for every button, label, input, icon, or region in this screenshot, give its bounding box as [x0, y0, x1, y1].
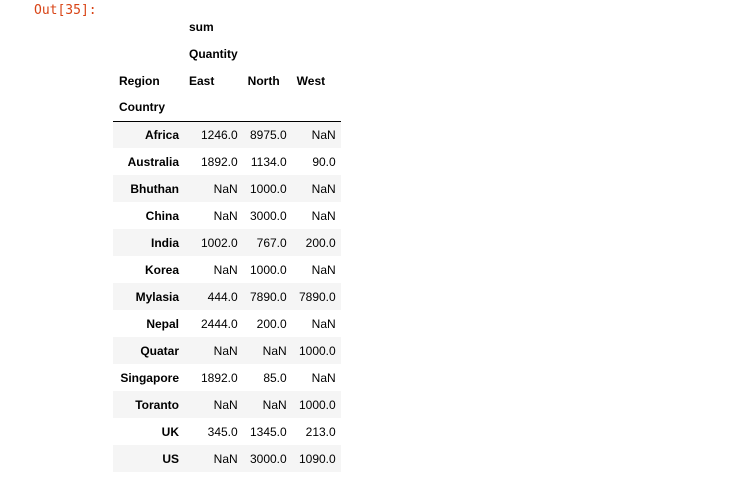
row-index-country: Korea [144, 262, 179, 277]
cell-east: 2444.0 [200, 316, 238, 331]
header-blank [184, 94, 243, 122]
row-index-country: US [162, 451, 179, 466]
cell-east: 1246.0 [200, 127, 238, 142]
dataframe-table: sum Quantity Region East North West Coun… [113, 13, 341, 472]
table-row: Africa 1246.0 8975.0 NaN [113, 121, 341, 148]
table-row: US NaN 3000.0 1090.0 [113, 445, 341, 472]
cell-north: 1000.0 [249, 262, 287, 277]
header-row-level1: Quantity [113, 40, 341, 67]
cell-west: NaN [311, 262, 336, 277]
cell-west: 7890.0 [298, 289, 336, 304]
cell-east: NaN [213, 181, 238, 196]
table-row: Mylasia 444.0 7890.0 7890.0 [113, 283, 341, 310]
header-row-index-name: Country [113, 94, 341, 122]
cell-east: NaN [213, 343, 238, 358]
cell-west: NaN [311, 208, 336, 223]
cell-north: 3000.0 [249, 208, 287, 223]
table-row: Korea NaN 1000.0 NaN [113, 256, 341, 283]
column-header-north: North [247, 73, 280, 88]
table-row: UK 345.0 1345.0 213.0 [113, 418, 341, 445]
header-blank [292, 40, 341, 67]
table-row: Toranto NaN NaN 1000.0 [113, 391, 341, 418]
cell-west: 200.0 [305, 235, 336, 250]
index-name-country: Country [113, 94, 184, 122]
cell-north: 1000.0 [249, 181, 287, 196]
row-index-country: Bhuthan [130, 181, 179, 196]
row-index-country: India [150, 235, 179, 250]
cell-west: 213.0 [305, 424, 336, 439]
table-row: China NaN 3000.0 NaN [113, 202, 341, 229]
header-blank [243, 13, 292, 40]
table-body: Africa 1246.0 8975.0 NaN Australia 1892.0 1134… [113, 121, 341, 472]
row-index-country: Nepal [146, 316, 179, 331]
cell-north: 3000.0 [249, 451, 287, 466]
row-index-country: Mylasia [135, 289, 179, 304]
cell-west: 1000.0 [298, 397, 336, 412]
cell-west: 1000.0 [298, 343, 336, 358]
row-index-country: Australia [127, 154, 179, 169]
header-blank [243, 40, 292, 67]
cell-north: 85.0 [263, 370, 287, 385]
header-blank [291, 94, 341, 122]
cell-east: NaN [213, 208, 238, 223]
table-row: Nepal 2444.0 200.0 NaN [113, 310, 341, 337]
row-index-country: Singapore [120, 370, 179, 385]
cell-west: 90.0 [312, 154, 336, 169]
cell-west: NaN [311, 181, 336, 196]
cell-west: NaN [311, 127, 336, 142]
table-header: sum Quantity Region East North West Coun… [113, 13, 341, 122]
table-row: Quatar NaN NaN 1000.0 [113, 337, 341, 364]
row-index-country: Africa [144, 127, 179, 142]
cell-west: NaN [311, 316, 336, 331]
cell-north: 767.0 [256, 235, 287, 250]
cell-north: 7890.0 [249, 289, 287, 304]
output-prompt: Out[35]: [34, 3, 97, 18]
row-index-country: UK [161, 424, 179, 439]
cell-east: NaN [213, 262, 238, 277]
columns-name-region: Region [119, 73, 160, 88]
table-row: Bhuthan NaN 1000.0 NaN [113, 175, 341, 202]
cell-north: 200.0 [256, 316, 287, 331]
cell-east: NaN [213, 397, 238, 412]
cell-west: 1090.0 [298, 451, 336, 466]
header-blank [242, 94, 292, 122]
header-quantity: Quantity [189, 46, 238, 61]
cell-north: NaN [262, 397, 287, 412]
header-row-level0: sum [113, 13, 341, 40]
cell-east: 1892.0 [200, 370, 238, 385]
header-sum: sum [189, 19, 214, 34]
row-index-country: Toranto [135, 397, 179, 412]
cell-north: NaN [262, 343, 287, 358]
column-header-east: East [189, 73, 215, 88]
row-index-country: Quatar [140, 343, 179, 358]
header-row-columns: Region East North West [113, 67, 341, 94]
cell-east: 1892.0 [200, 154, 238, 169]
table-row: Singapore 1892.0 85.0 NaN [113, 364, 341, 391]
header-blank [113, 40, 184, 67]
row-index-country: China [145, 208, 179, 223]
cell-north: 8975.0 [249, 127, 287, 142]
cell-east: 345.0 [207, 424, 238, 439]
table-row: Australia 1892.0 1134.0 90.0 [113, 148, 341, 175]
cell-north: 1134.0 [250, 154, 287, 169]
cell-east: 444.0 [207, 289, 238, 304]
header-blank [113, 13, 184, 40]
cell-west: NaN [311, 370, 336, 385]
cell-east: NaN [213, 451, 238, 466]
header-blank [292, 13, 341, 40]
table-row: India 1002.0 767.0 200.0 [113, 229, 341, 256]
column-header-west: West [296, 73, 326, 88]
cell-east: 1002.0 [200, 235, 238, 250]
cell-north: 1345.0 [249, 424, 287, 439]
